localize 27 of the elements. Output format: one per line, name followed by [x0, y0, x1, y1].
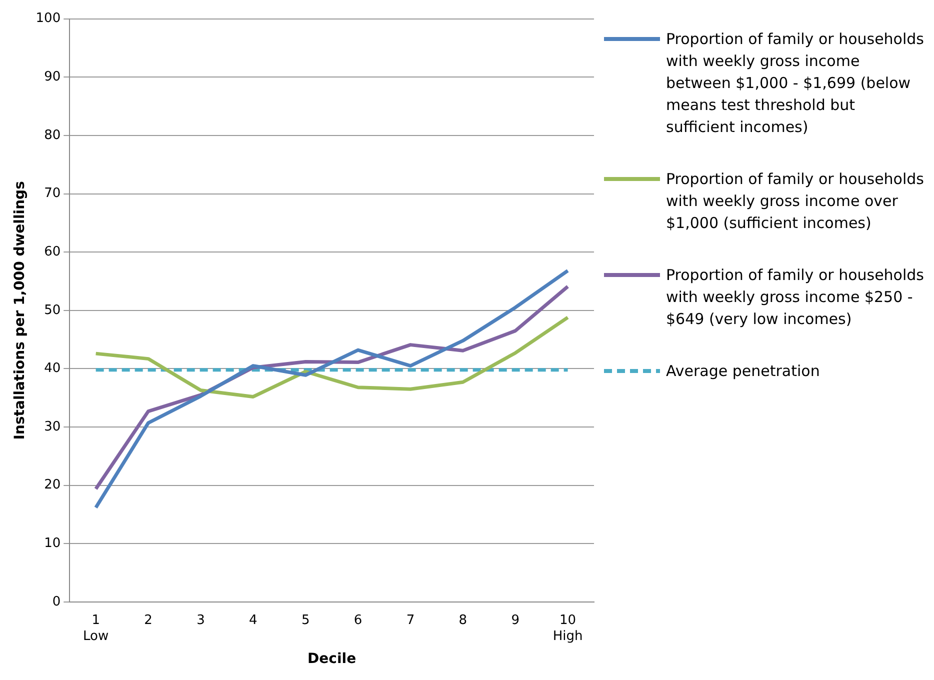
x-tick-label: 2 [144, 613, 152, 628]
y-tick-label: 60 [44, 244, 61, 260]
legend-label: Proportion of family or households with weekly gross income $250 - $649 (very low incomes) [666, 265, 924, 330]
x-tick-label: 3 [196, 613, 205, 628]
x-tick-label: 9 [511, 613, 520, 628]
y-tick-label: 40 [44, 361, 61, 376]
x-tick-label: 6 [354, 613, 362, 628]
y-tick-label: 90 [44, 69, 61, 84]
y-tick-label: 70 [44, 186, 61, 202]
x-tick-label: 10 High [552, 613, 583, 644]
y-tick-label: 20 [44, 478, 61, 493]
y-tick-label: 100 [36, 11, 61, 26]
x-axis-title: Decile [308, 651, 356, 668]
y-tick-label: 30 [44, 419, 61, 434]
x-tick-label: 8 [458, 613, 468, 628]
legend-label: Proportion of family or households with weekly gross income between $1,000 - $1,699 (below means test threshold but sufficient incomes) [666, 29, 924, 138]
y-tick-label: 0 [52, 594, 61, 610]
legend-label: Average penetration [666, 361, 820, 382]
y-tick-label: 50 [44, 302, 61, 318]
y-axis-title: Installations per 1,000 dwellings [12, 181, 28, 440]
x-tick-label: 1 Low [83, 613, 109, 644]
x-tick-label: 7 [406, 613, 415, 628]
y-tick-label: 80 [44, 128, 61, 143]
x-tick-label: 5 [301, 613, 310, 628]
y-tick-label: 10 [44, 536, 61, 552]
legend-label: Proportion of family or households with weekly gross income over $1,000 (sufficient incomes) [666, 169, 924, 234]
x-tick-label: 4 [249, 613, 258, 628]
